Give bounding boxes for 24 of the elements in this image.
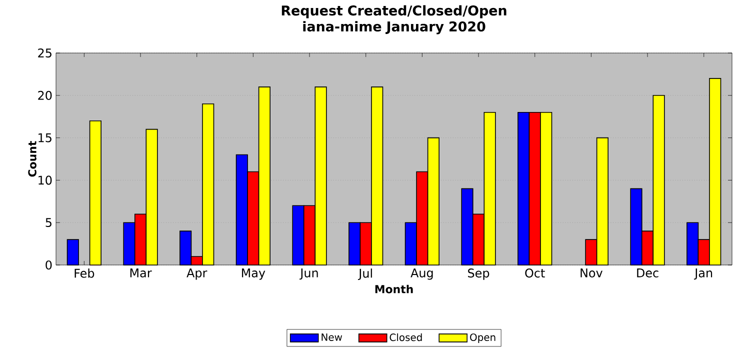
y-axis-title: Count	[28, 141, 36, 177]
y-tick-label: 25	[38, 48, 52, 58]
legend-label: Closed	[390, 333, 422, 342]
x-tick-label: Jul	[358, 268, 372, 280]
y-tick-label: 15	[38, 133, 52, 142]
x-tick-label: Aug	[410, 268, 433, 280]
legend-label: Open	[470, 333, 496, 343]
x-tick-label: Oct	[525, 268, 545, 278]
legend-label: New	[322, 334, 342, 341]
x-tick-label: Nov	[580, 268, 602, 278]
chart-title: Request Created/Closed/Open iana-mime January 2020	[282, 5, 506, 34]
x-tick-label: Sep	[468, 268, 490, 280]
y-tick-label: 20	[38, 90, 52, 100]
x-tick-label: Mar	[130, 268, 152, 278]
x-tick-label: Jan	[694, 268, 712, 280]
y-tick-label: 5	[46, 218, 52, 228]
x-tick-label: Dec	[637, 268, 658, 278]
y-tick-label: 10	[38, 176, 52, 185]
x-tick-label: Apr	[186, 268, 208, 280]
x-tick-label: Feb	[74, 268, 94, 278]
x-axis-title: Month	[375, 284, 413, 294]
x-tick-label: Jun	[300, 268, 318, 280]
y-tick-label: 0	[46, 260, 52, 270]
x-tick-label: May	[242, 268, 266, 280]
